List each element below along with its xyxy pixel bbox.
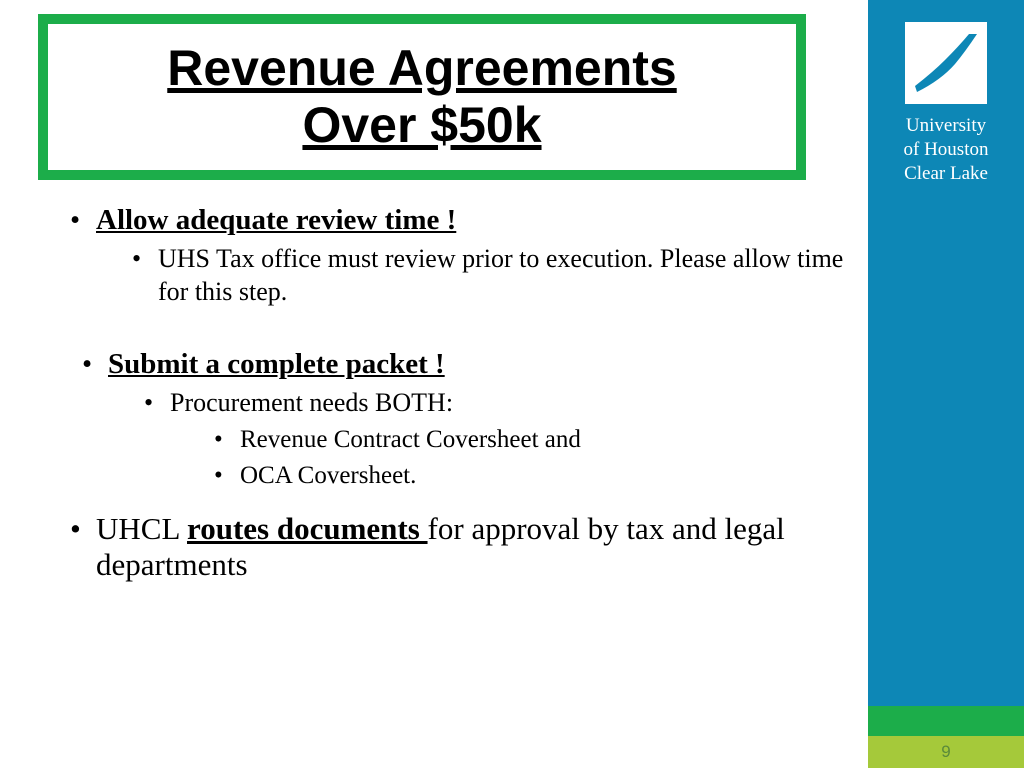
item1-heading: Allow adequate review time ! — [96, 204, 456, 236]
bullet-item-2-subsub-1: Revenue Contract Coversheet and — [240, 424, 850, 457]
univ-line1: University — [906, 115, 986, 136]
logo-swoosh-icon — [911, 28, 981, 98]
slide-title: Revenue Agreements Over $50k — [167, 40, 676, 155]
page-number: 9 — [868, 742, 1024, 762]
bullet-item-1: Allow adequate review time ! — [96, 204, 850, 237]
item3-prefix: UHCL — [96, 511, 187, 546]
bullet-item-1-sub: UHS Tax office must review prior to exec… — [158, 243, 850, 308]
university-logo — [905, 22, 987, 104]
univ-line2: of Houston — [904, 139, 989, 160]
sidebar: University of Houston Clear Lake 9 — [868, 0, 1024, 768]
item3-bold: routes documents — [187, 511, 428, 546]
title-line1: Revenue Agreements — [167, 40, 676, 96]
title-line2: Over $50k — [302, 97, 541, 153]
content-area: Allow adequate review time ! UHS Tax off… — [70, 204, 850, 589]
bullet-item-2-subsub-2: OCA Coversheet. — [240, 460, 850, 493]
bullet-item-2: Submit a complete packet ! — [108, 348, 850, 381]
bullet-item-2-sub: Procurement needs BOTH: — [170, 387, 850, 420]
bullet-item-3: UHCL routes documents for approval by ta… — [96, 511, 850, 583]
item2-heading: Submit a complete packet ! — [108, 348, 445, 380]
university-name: University of Houston Clear Lake — [868, 114, 1024, 185]
univ-line3: Clear Lake — [904, 163, 988, 184]
title-box: Revenue Agreements Over $50k — [38, 14, 806, 180]
